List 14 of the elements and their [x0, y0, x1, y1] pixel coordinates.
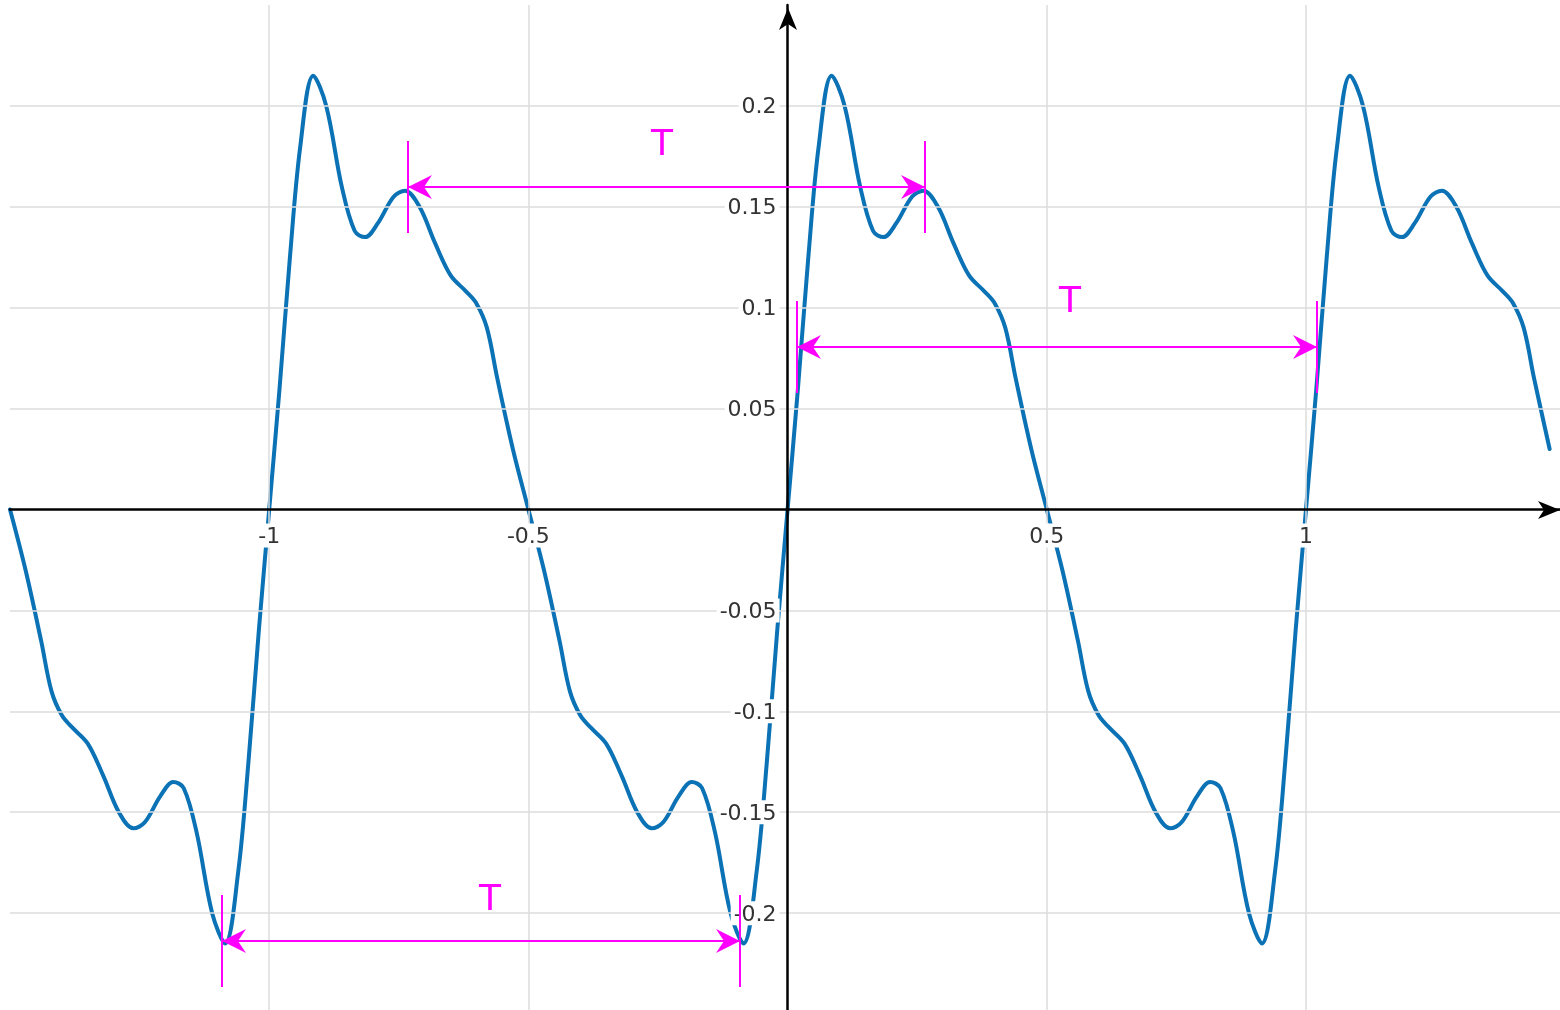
y-tick-label: -0.05	[719, 597, 777, 623]
y-tick-label: -0.15	[719, 799, 777, 825]
x-tick-label: -1	[258, 523, 281, 549]
y-tick-label: -0.1	[733, 698, 777, 724]
annotation: T	[650, 122, 674, 163]
y-tick-label: 0.05	[727, 396, 777, 422]
y-tick-label: 0.15	[727, 194, 777, 220]
x-tick-label: 1	[1298, 523, 1313, 549]
x-tick-label: 0.5	[1029, 523, 1065, 549]
annotation: T	[478, 877, 502, 918]
y-tick-label: 0.1	[741, 295, 777, 321]
x-tick-label: -0.5	[506, 523, 550, 549]
y-tick-label: 0.2	[741, 93, 777, 119]
annotation: T	[1058, 279, 1082, 320]
